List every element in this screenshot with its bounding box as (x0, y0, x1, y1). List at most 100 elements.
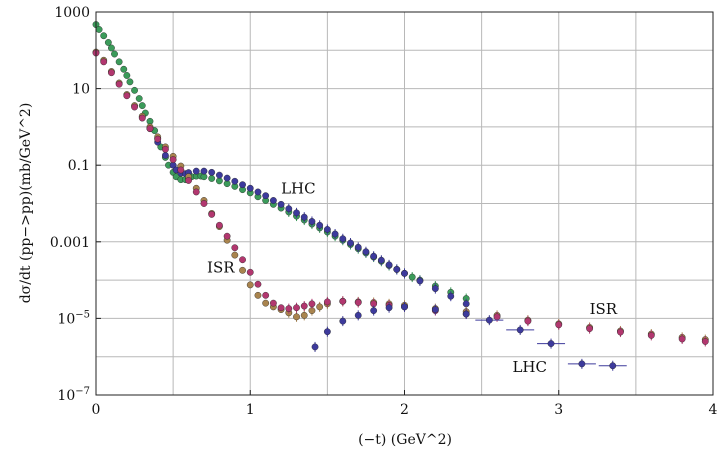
data-point (323, 226, 331, 233)
data-point (300, 302, 308, 310)
x-tick-label: 4 (709, 402, 718, 418)
x-tick-label: 0 (92, 402, 101, 418)
x-tick-label: 2 (400, 402, 409, 418)
data-point (123, 92, 131, 100)
data-point (262, 291, 270, 299)
data-point (100, 32, 108, 40)
data-point (300, 213, 308, 221)
data-point (678, 335, 686, 343)
data-point (339, 317, 347, 325)
data-point (269, 299, 277, 307)
data-point (262, 299, 270, 307)
data-point (215, 177, 223, 185)
data-point (431, 285, 439, 292)
data-point (254, 188, 262, 196)
data-point (95, 26, 103, 33)
annotation-label: ISR (590, 300, 618, 318)
data-point (293, 304, 300, 312)
data-point (293, 209, 300, 217)
y-tick-label: 10−5 (57, 309, 90, 327)
data-point (146, 125, 154, 133)
data-point (185, 177, 192, 184)
data-point (231, 251, 239, 259)
data-point (323, 298, 331, 306)
data-point (120, 65, 128, 73)
annotation-label: LHC (512, 358, 547, 376)
data-point (208, 175, 216, 182)
data-point (308, 218, 316, 225)
data-point (177, 166, 185, 174)
data-point (162, 145, 169, 153)
data-point (231, 177, 239, 185)
x-tick-label: 1 (246, 402, 255, 418)
data-point (485, 316, 493, 324)
data-point (617, 328, 624, 336)
data-point (339, 297, 347, 305)
data-point (131, 86, 138, 94)
data-point (377, 256, 385, 264)
data-point (246, 184, 254, 192)
data-point (701, 338, 709, 345)
data-point (316, 221, 324, 229)
data-point (385, 261, 393, 269)
data-point (300, 311, 308, 319)
y-tick-label: 0.001 (50, 235, 90, 251)
data-point (223, 232, 231, 240)
annotation-label: ISR (207, 258, 235, 276)
data-point (131, 103, 138, 111)
x-axis-title: (−t) (GeV^2) (358, 432, 452, 448)
data-point (578, 360, 586, 368)
data-point (493, 313, 501, 321)
data-point (108, 69, 115, 77)
grid-layer (96, 11, 713, 396)
y-axis-title: dσ/dt (pp−>pp)(mb/GeV^2) (18, 103, 34, 304)
data-point (555, 321, 563, 329)
data-point (370, 307, 378, 314)
data-series (138, 113, 470, 309)
data-point (408, 273, 416, 281)
data-point (208, 168, 216, 176)
data-point (647, 331, 655, 339)
data-point (462, 310, 470, 318)
data-point (115, 80, 123, 88)
data-point (104, 39, 112, 46)
data-point (277, 200, 285, 208)
data-point (215, 221, 223, 229)
data-point (524, 317, 532, 325)
annotation-label: LHC (281, 180, 316, 198)
tick-layer: 0 1 2 3 4 10−7 10−5 0.001 0.1 10 1000 (50, 5, 718, 418)
data-point (516, 326, 524, 334)
y-tick-label: 0.1 (68, 158, 90, 174)
data-point (246, 281, 254, 289)
data-point (254, 280, 262, 288)
data-point (162, 152, 169, 159)
data-point (586, 325, 593, 333)
data-point (339, 235, 347, 243)
data-point (269, 197, 277, 204)
data-point (215, 171, 223, 179)
data-point (547, 340, 555, 347)
data-point (138, 114, 146, 122)
y-tick-label: 10 (72, 82, 90, 98)
data-point (431, 306, 439, 313)
data-point (370, 252, 378, 260)
data-point (108, 44, 115, 52)
data-point (311, 343, 319, 351)
data-point (362, 248, 370, 256)
data-point (100, 58, 108, 66)
data-point (354, 243, 362, 251)
data-point (246, 268, 254, 276)
data-point (401, 303, 408, 311)
data-point (285, 205, 293, 213)
data-point (462, 300, 470, 308)
data-point (277, 304, 285, 312)
data-point (347, 239, 354, 247)
data-point (293, 313, 300, 321)
data-point (354, 311, 362, 319)
data-point (192, 167, 200, 175)
y-tick-label: 1000 (54, 5, 90, 21)
data-point (416, 277, 424, 285)
data-point (385, 304, 393, 312)
data-point (223, 174, 231, 182)
